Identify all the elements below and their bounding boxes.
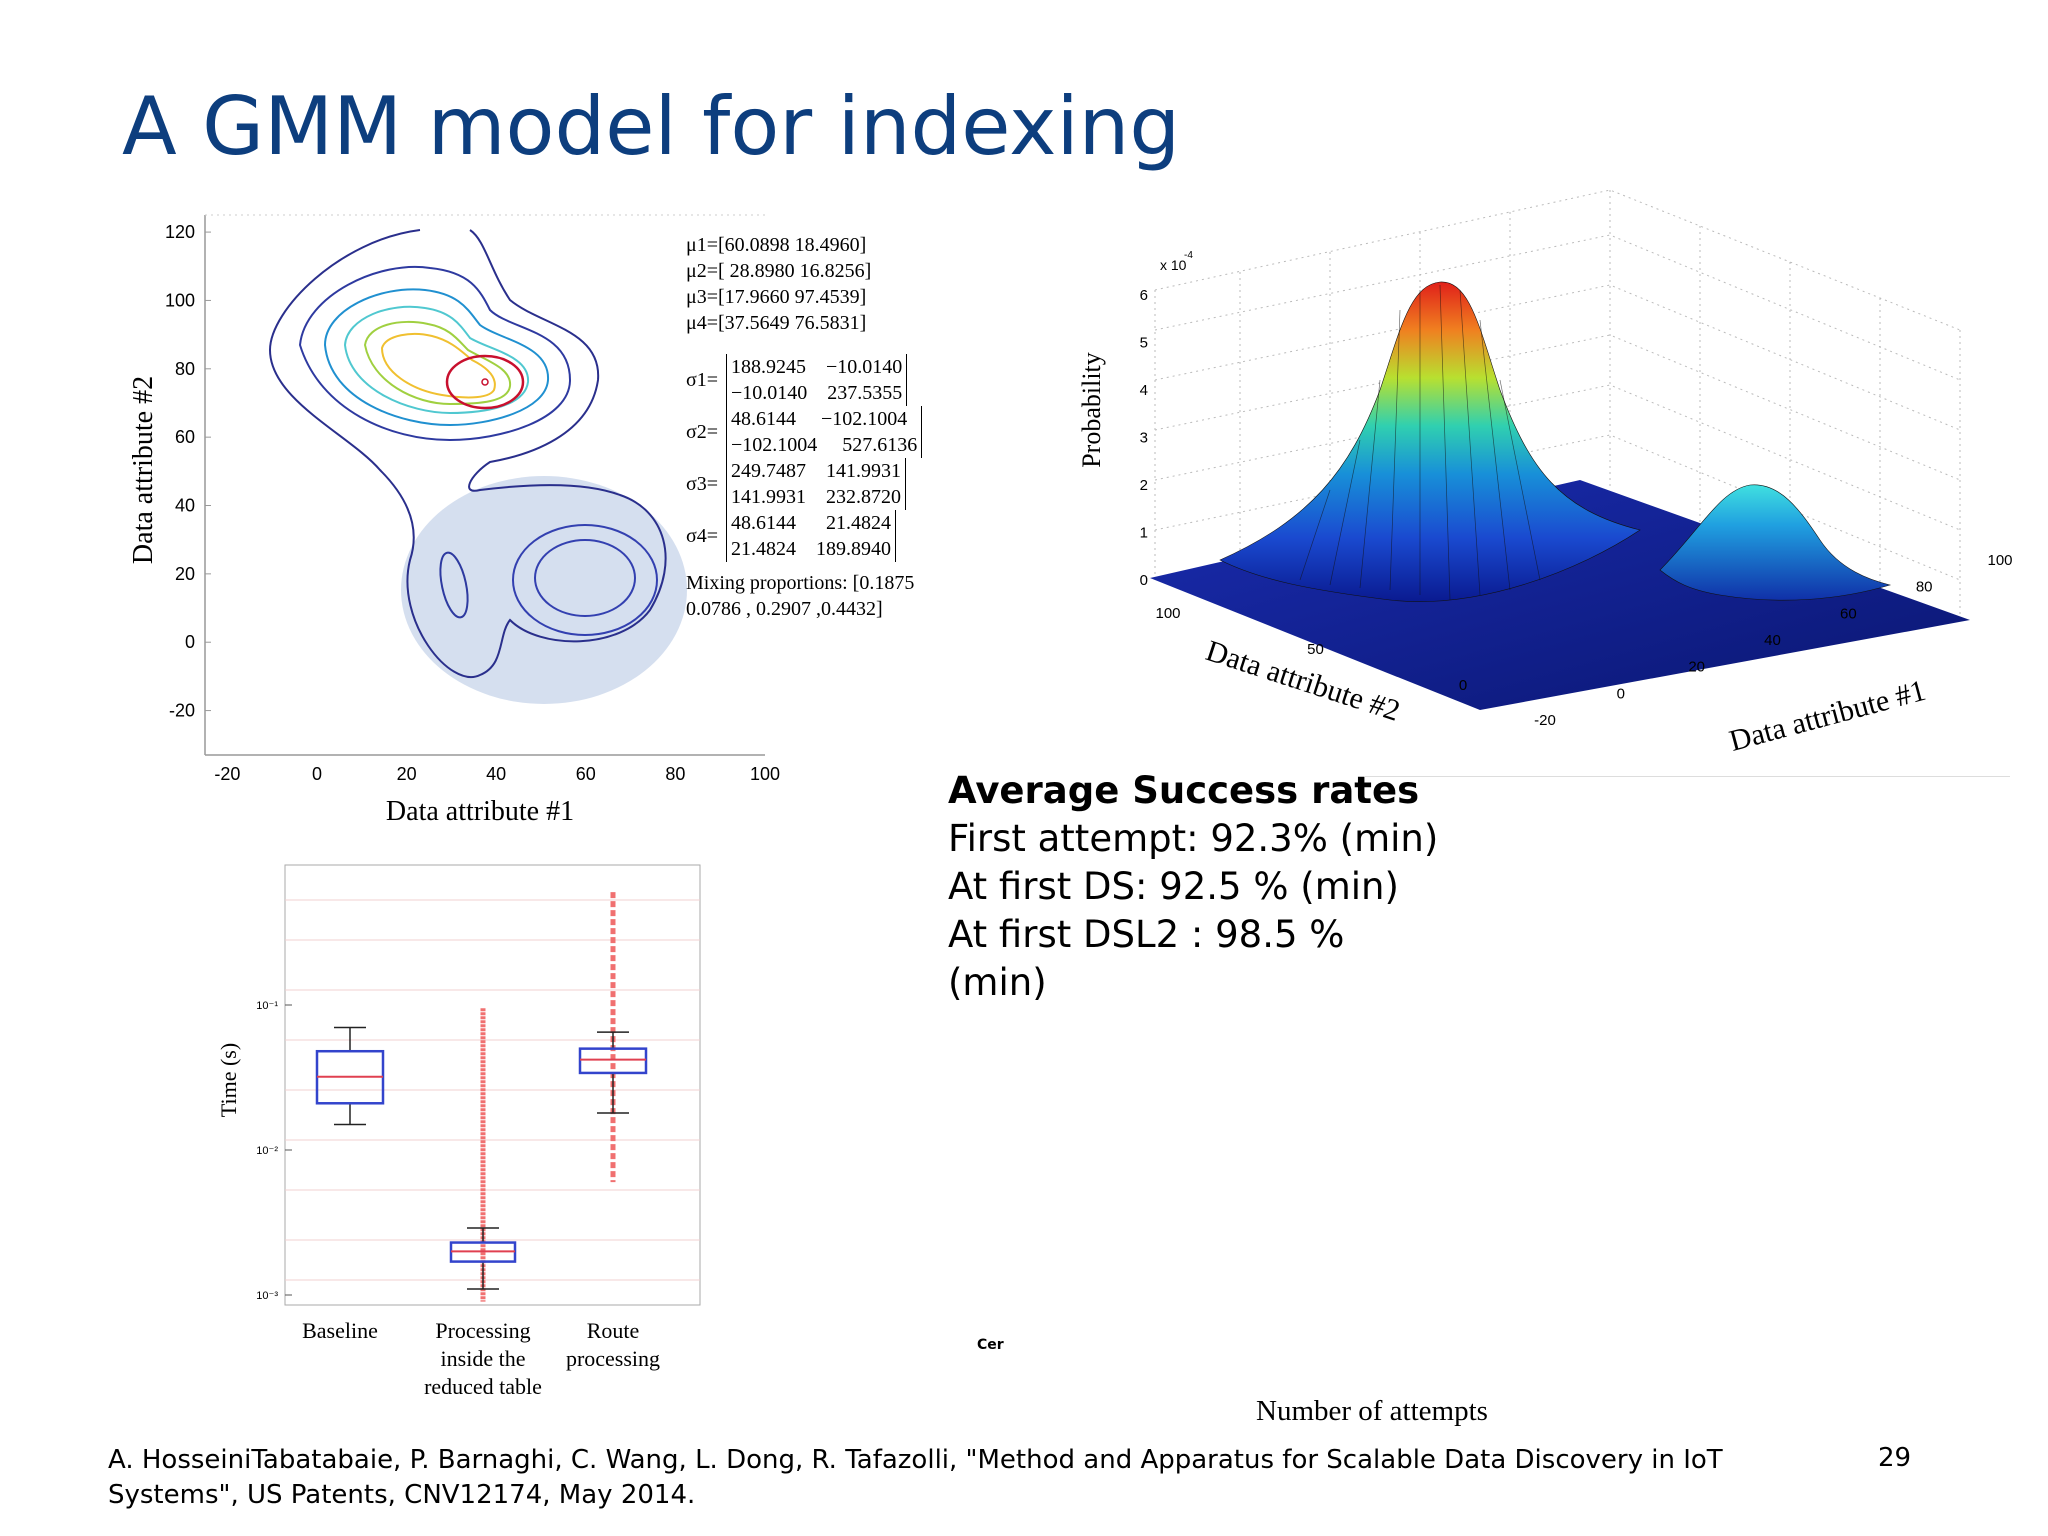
contour-ytick-2: 80: [175, 359, 195, 379]
contour-ytick-5: 20: [175, 564, 195, 584]
surface-zlabel: Probability: [1077, 352, 1106, 468]
boxplot-minor-grid: [285, 899, 700, 1281]
contour-level2: [298, 265, 572, 442]
sigma-4: σ4= 48.6144 21.4824 21.4824 189.8940: [686, 510, 922, 562]
success-line-1: First attempt: 92.3% (min): [948, 817, 1439, 860]
contour-ylabel: Data attribute #2: [128, 376, 159, 564]
contour-level4: [343, 305, 530, 415]
surface-ytick-1: 50: [1307, 641, 1324, 658]
sigma-2: σ2= 48.6144 −102.1004 −102.1004 527.6136: [686, 406, 923, 458]
contour-xtick-5: 80: [665, 764, 685, 784]
contour-ytick-4: 40: [175, 496, 195, 516]
boxplot-ytick-2: 10⁻³: [256, 1290, 278, 1302]
stray-glyph: Cer: [977, 1337, 1004, 1353]
contour-ytick-6: 0: [185, 632, 195, 652]
box-1: [449, 1008, 517, 1302]
contour-outer: [268, 229, 667, 678]
surface-zscale-exp: -4: [1184, 250, 1193, 261]
number-of-attempts-label: Number of attempts: [1256, 1395, 1488, 1427]
divider-line: [1365, 776, 2010, 777]
surface-xtick-2: 20: [1688, 659, 1705, 676]
sigma-1: σ1= 188.9245 −10.0140 −10.0140 237.5355: [686, 354, 922, 406]
boxplot-category-2-line-0: Route: [587, 1318, 640, 1343]
mixing-proportions-1: Mixing proportions: [0.1875: [686, 572, 915, 594]
box-2: [578, 892, 648, 1183]
contour-xtick-3: 40: [486, 764, 506, 784]
boxplot-category-2-line-1: processing: [566, 1346, 660, 1371]
slide-title: A GMM model for indexing: [122, 80, 1181, 173]
surface-xtick-5: 80: [1916, 579, 1933, 596]
surface-ztick-4: 2: [1140, 477, 1148, 494]
gmm-parameters: μ1=[60.0898 18.4960] μ2=[ 28.8980 16.825…: [686, 232, 923, 622]
mu-2: μ2=[ 28.8980 16.8256]: [686, 260, 872, 282]
citation-footer: A. HosseiniTabatabaie, P. Barnaghi, C. W…: [108, 1445, 1723, 1510]
page-number: 29: [1878, 1443, 1912, 1473]
contour-level6: [380, 332, 496, 399]
surface-xtick-1: 0: [1617, 685, 1625, 702]
success-line-4: (min): [948, 961, 1047, 1004]
contour-ytick-1: 100: [165, 290, 195, 310]
boxplot-category-1-line-0: Processing: [435, 1318, 530, 1343]
surface-xtick-4: 60: [1840, 605, 1857, 622]
surface-xtick-6: 100: [1987, 552, 2012, 569]
box-iqr-2: [578, 1047, 648, 1075]
surface-ztick-1: 5: [1140, 335, 1148, 352]
contour-peak: [445, 354, 525, 410]
success-line-2: At first DS: 92.5 % (min): [948, 865, 1399, 908]
mu-4: μ4=[37.5649 76.5831]: [686, 312, 867, 334]
surface-chart: 6 5 4 3 2 1 0 x 10 -4 Probability -20 0 20 40 60 80…: [1077, 190, 2013, 758]
surface-xtick-3: 40: [1764, 632, 1781, 649]
success-rates: Average Success rates First attempt: 92.…: [948, 767, 1438, 1007]
boxplot-ytick-1: 10⁻²: [256, 1145, 278, 1157]
contour-ytick-3: 60: [175, 427, 195, 447]
boxplot-chart: 10⁻¹ 10⁻² 10⁻³ Baseline Processing inside th…: [216, 864, 701, 1399]
contour-right-inner: [534, 539, 636, 617]
surface-small-peak: [1659, 484, 1892, 601]
contour-xlabel: Data attribute #1: [386, 796, 574, 827]
contour-level3: [323, 288, 550, 427]
surface-ztick-5: 1: [1140, 525, 1148, 542]
contour-level5: [363, 320, 512, 406]
mu-1: μ1=[60.0898 18.4960]: [686, 234, 867, 256]
contour-xtick-6: 100: [750, 764, 780, 784]
highlight-ellipse: [401, 476, 687, 704]
surface-main-peak: [1219, 281, 1641, 602]
boxplot-ylabel: Time (s): [216, 1043, 241, 1117]
boxplot-category-0-line-0: Baseline: [302, 1318, 378, 1343]
sigma-3: σ3= 249.7487 141.9931 141.9931 232.8720: [686, 458, 922, 510]
contour-ytick-0: 120: [165, 222, 195, 242]
surface-ztick-3: 3: [1140, 430, 1148, 447]
contour-xtick-4: 60: [576, 764, 596, 784]
box-0: [315, 1026, 385, 1126]
boxplot-category-1-line-1: inside the: [441, 1346, 526, 1371]
boxplot-category-1-line-2: reduced table: [424, 1374, 542, 1399]
surface-xlabel: Data attribute #1: [1726, 674, 1929, 758]
surface-xtick-0: -20: [1534, 712, 1556, 729]
contour-small-left: [439, 551, 469, 619]
contour-xtick-1: 0: [312, 764, 322, 784]
surface-ytick-2: 0: [1459, 677, 1467, 694]
surface-ztick-6: 0: [1140, 572, 1148, 589]
success-rates-heading: Average Success rates: [948, 769, 1420, 812]
surface-zscale: x 10: [1160, 257, 1187, 273]
contour-xtick-2: 20: [397, 764, 417, 784]
surface-ztick-0: 6: [1140, 287, 1148, 304]
surface-ztick-2: 4: [1140, 382, 1148, 399]
contour-right-outer: [512, 524, 658, 636]
mu-3: μ3=[17.9660 97.4539]: [686, 286, 867, 308]
boxplot-plot-area: [284, 864, 701, 1306]
surface-ytick-0: 100: [1155, 605, 1180, 622]
success-line-3: At first DSL2 : 98.5 %: [948, 913, 1345, 956]
contour-chart: 120 100 80 60 40 20 0 -20 -20 0 20 40 60 80 100 Data …: [128, 214, 780, 827]
mixing-proportions-2: 0.0786 , 0.2907 ,0.4432]: [686, 598, 883, 620]
boxplot-ytick-0: 10⁻¹: [256, 1000, 278, 1012]
contour-ytick-7: -20: [169, 701, 195, 721]
contour-xtick-0: -20: [214, 764, 240, 784]
